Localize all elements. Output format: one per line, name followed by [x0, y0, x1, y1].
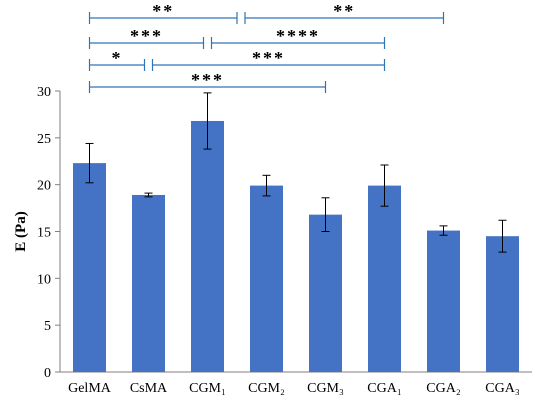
x-tick-label: CGM₃ — [307, 381, 344, 396]
y-axis-label: E (Pa) — [13, 211, 29, 251]
significance-label: ** — [333, 1, 355, 21]
bar — [309, 214, 342, 372]
y-tick-label: 5 — [44, 319, 51, 334]
y-tick-label: 10 — [37, 272, 51, 287]
significance-label: **** — [276, 26, 320, 46]
bar — [191, 120, 224, 373]
x-tick-label: CGM₂ — [248, 381, 285, 396]
significance-label: *** — [191, 70, 224, 90]
x-tick-label: CsMA — [130, 381, 168, 396]
x-tick-label: CGA₁ — [367, 381, 401, 396]
significance-label: * — [112, 48, 123, 68]
bar — [250, 185, 283, 372]
y-tick-label: 20 — [37, 179, 51, 194]
significance-label: *** — [130, 26, 163, 46]
x-tick-label: GelMA — [68, 381, 112, 396]
bar — [427, 230, 460, 372]
x-tick-label: CGA₂ — [426, 381, 461, 396]
y-tick-label: 30 — [37, 85, 51, 100]
bar — [368, 185, 401, 372]
significance-label: ** — [152, 1, 174, 21]
y-tick-label: 25 — [37, 132, 51, 147]
bar — [132, 194, 165, 372]
x-tick-label: CGA₃ — [485, 381, 520, 396]
bar — [486, 236, 519, 372]
y-tick-label: 15 — [37, 226, 51, 241]
significance-label: *** — [252, 48, 285, 68]
y-tick-label: 0 — [44, 366, 51, 381]
bar — [73, 163, 106, 372]
x-tick-label: CGM₁ — [189, 381, 226, 396]
